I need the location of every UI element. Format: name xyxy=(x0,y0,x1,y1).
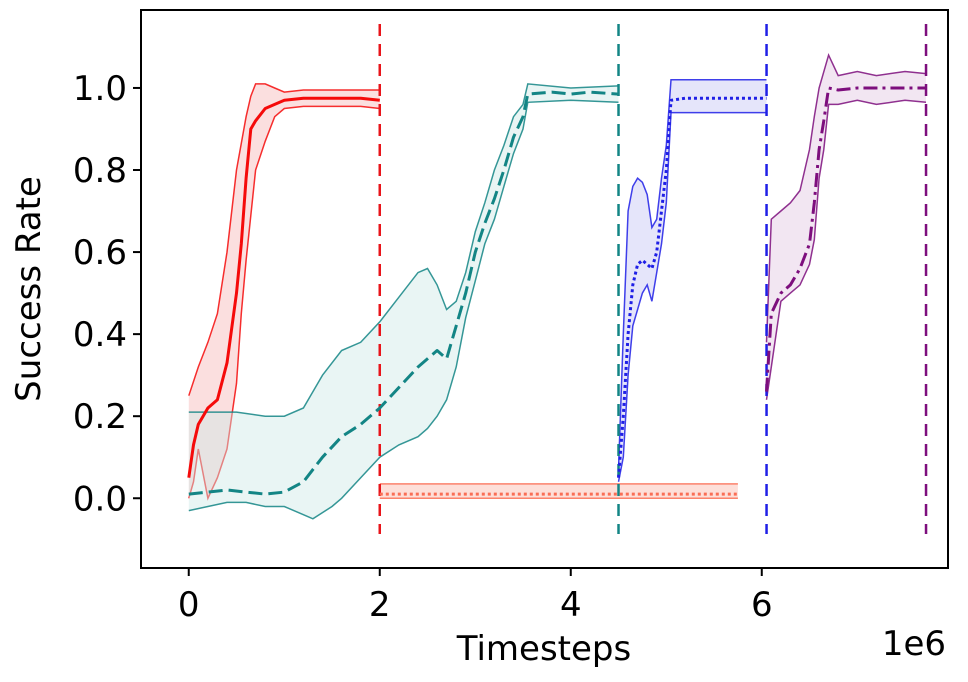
y-tick-label: 0.4 xyxy=(73,315,127,355)
series-0-lower-bound xyxy=(188,105,380,501)
confidence-bands xyxy=(188,52,927,520)
series-0-mean-line xyxy=(187,96,380,478)
series-1-mean-line xyxy=(188,90,619,496)
series-1-upper-bound xyxy=(188,83,619,417)
x-tick-label: 4 xyxy=(560,585,582,625)
x-axis-label: Timesteps xyxy=(456,629,631,669)
series-0-band xyxy=(188,83,380,499)
series-4-lower-bound xyxy=(765,99,927,400)
phase-boundaries xyxy=(378,24,928,534)
series-0-upper-bound xyxy=(188,83,380,396)
series-3-upper-bound xyxy=(617,79,767,470)
x-axis-ticks: 0 2 4 6 xyxy=(178,568,773,625)
series-2-band xyxy=(379,483,738,499)
x-axis-offset-label: 1e6 xyxy=(882,624,946,664)
y-tick-label: 1.0 xyxy=(73,69,127,109)
series-4-upper-bound xyxy=(765,52,927,343)
y-axis-label: Success Rate xyxy=(9,176,49,402)
x-tick-label: 6 xyxy=(751,585,773,625)
series-lines xyxy=(187,86,926,496)
y-tick-label: 0.2 xyxy=(73,397,127,437)
series-1-band xyxy=(188,83,619,519)
x-tick-label: 2 xyxy=(369,585,391,625)
series-3-band xyxy=(618,79,767,482)
series-4-mean-line xyxy=(765,86,926,392)
plot-frame xyxy=(140,9,949,569)
series-3-mean-line xyxy=(617,96,767,478)
x-tick-label: 0 xyxy=(178,585,200,625)
series-1-lower-bound xyxy=(188,99,619,520)
y-tick-label: 0.6 xyxy=(73,233,127,273)
y-axis-ticks: 0.0 0.2 0.4 0.6 0.8 1.0 xyxy=(73,69,141,519)
series-3-lower-bound xyxy=(617,111,767,482)
y-tick-label: 0.8 xyxy=(73,151,127,191)
y-tick-label: 0.0 xyxy=(73,479,127,519)
series-4-band xyxy=(766,55,926,400)
